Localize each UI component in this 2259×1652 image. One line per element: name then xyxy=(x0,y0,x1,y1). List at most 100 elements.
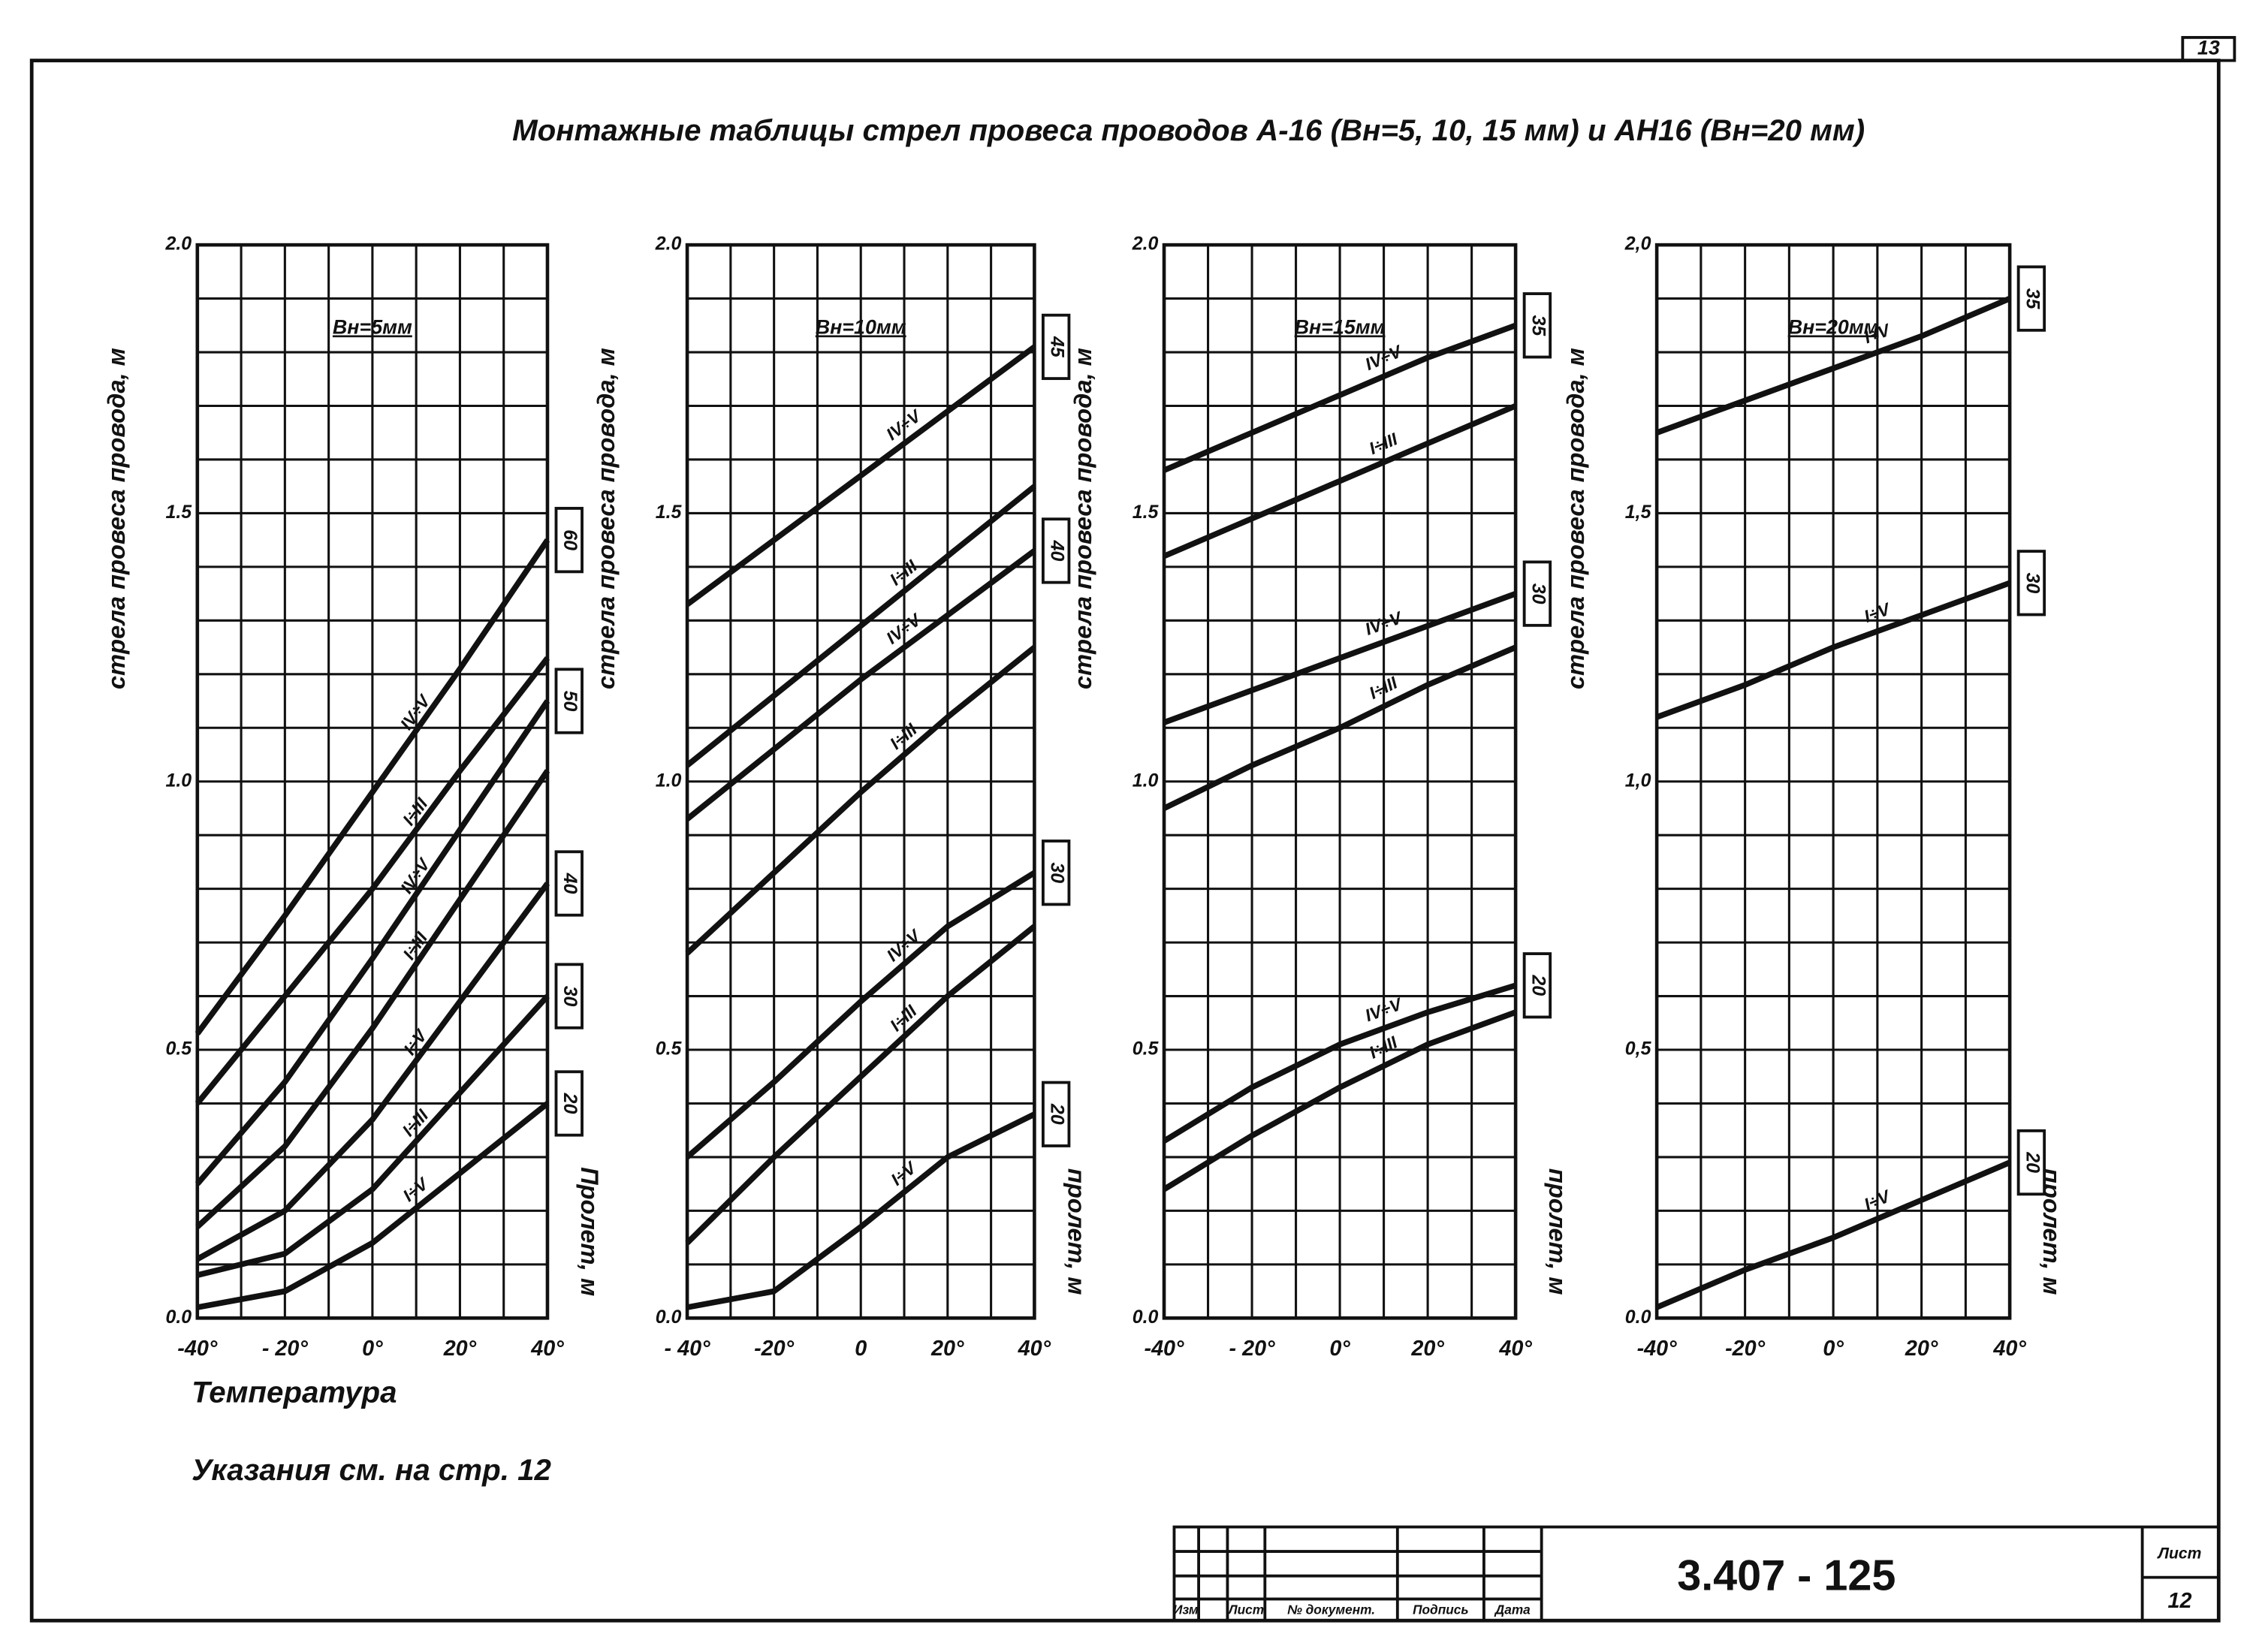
y-tick-label: 0,5 xyxy=(1625,1039,1652,1060)
chart-title: Вн=20мм xyxy=(1788,315,1879,338)
span-label: 20 xyxy=(559,1093,581,1114)
curve xyxy=(197,1101,550,1310)
y-axis-title: стрела провеса провода, м xyxy=(592,348,620,689)
span-box xyxy=(2016,550,2046,616)
x-tick-label: 0° xyxy=(362,1337,383,1361)
x-axis-title: Температура xyxy=(192,1376,397,1409)
span-label: 35 xyxy=(1528,315,1549,336)
y-axis-title: стрела провеса провода, м xyxy=(1561,348,1589,689)
plot-border xyxy=(1654,243,2012,1320)
span-box xyxy=(1041,1081,1071,1147)
x-tick-label: -20° xyxy=(1725,1337,1766,1361)
x-tick-label: 40° xyxy=(1992,1337,2026,1361)
y-tick-label: 2.0 xyxy=(655,234,682,255)
curve xyxy=(195,656,550,1105)
span-box xyxy=(554,850,584,917)
y-tick-label: 1,0 xyxy=(1625,770,1651,791)
y-tick-label: 0.5 xyxy=(1133,1039,1160,1060)
y-tick-label: 0.0 xyxy=(1133,1307,1159,1328)
stamp-column: Подпись xyxy=(1413,1602,1469,1617)
curve xyxy=(195,769,550,1229)
y-tick-label: 1.5 xyxy=(1133,502,1160,523)
span-label: 40 xyxy=(559,873,581,894)
curve xyxy=(685,484,1036,768)
span-axis-title: Пролет, м xyxy=(576,1167,604,1296)
curve xyxy=(195,699,550,1186)
chart-title: Вн=15мм xyxy=(1295,315,1386,338)
curve xyxy=(685,645,1036,956)
title-block-frame xyxy=(1172,1525,2221,1623)
curve xyxy=(1655,296,2011,436)
sheet-label: Лист xyxy=(2157,1545,2202,1563)
span-box xyxy=(1041,840,1071,906)
curve xyxy=(195,538,550,1036)
span-label: 60 xyxy=(559,529,581,550)
span-label: 40 xyxy=(1047,540,1068,562)
span-label: 30 xyxy=(1047,862,1068,883)
span-axis-title: пролет, м xyxy=(1063,1168,1090,1295)
curve xyxy=(196,993,550,1278)
curve xyxy=(686,1111,1036,1310)
y-tick-label: 1.0 xyxy=(1133,770,1159,791)
x-tick-label: 40° xyxy=(1498,1337,1532,1361)
y-tick-label: 1.0 xyxy=(656,770,682,791)
span-box xyxy=(554,1070,584,1137)
chart: 0.0 0.5 1.0 1.5 2.0 -40° - 20° 0° 20° 40° Вн=15мм с… xyxy=(1069,234,1572,1361)
curve xyxy=(1655,1159,2011,1310)
span-box xyxy=(1522,952,1552,1019)
stamp-column: Дата xyxy=(1494,1602,1531,1617)
y-tick-label: 0.0 xyxy=(165,1307,192,1328)
curve xyxy=(1163,1009,1517,1192)
y-tick-label: 1,5 xyxy=(1625,502,1652,523)
span-box xyxy=(1041,517,1071,584)
x-tick-label: 20° xyxy=(1410,1337,1444,1361)
note: Указания см. на стр. 12 xyxy=(192,1453,551,1487)
span-label: 30 xyxy=(559,986,581,1007)
curve xyxy=(685,924,1036,1245)
y-tick-label: 0.0 xyxy=(656,1307,682,1328)
y-tick-label: 1.0 xyxy=(165,770,192,791)
span-label: 30 xyxy=(2022,572,2043,593)
span-label: 45 xyxy=(1047,336,1068,358)
title-block xyxy=(1172,1525,2221,1623)
x-tick-label: 0° xyxy=(1823,1337,1844,1361)
span-box xyxy=(1041,313,1071,381)
chart: 0.0 0,5 1,0 1,5 2,0 -40° -20° 0° 20° 40° Вн=20мм ст… xyxy=(1561,234,2066,1361)
x-tick-label: 40° xyxy=(1018,1337,1051,1361)
span-box xyxy=(554,507,584,574)
x-tick-label: -20° xyxy=(754,1337,795,1361)
span-box xyxy=(1522,560,1552,627)
span-box xyxy=(1522,292,1552,359)
y-tick-label: 2,0 xyxy=(1624,234,1651,255)
y-axis-title: стрела провеса провода, м xyxy=(102,348,130,689)
span-label: 20 xyxy=(2022,1151,2043,1173)
chart: 0.0 0.5 1.0 1.5 2.0 -40° - 20° 0° 20° 40° Вн=5мм ст… xyxy=(102,234,604,1361)
span-box xyxy=(554,963,584,1029)
x-tick-label: 40° xyxy=(530,1337,564,1361)
curve xyxy=(1163,322,1517,473)
chart-title: Вн=5мм xyxy=(333,315,412,338)
x-tick-label: - 20° xyxy=(262,1337,309,1361)
x-tick-label: - 40° xyxy=(665,1337,711,1361)
plot-border xyxy=(1162,243,1518,1320)
y-tick-label: 0.0 xyxy=(1625,1307,1651,1328)
x-tick-label: -40° xyxy=(1637,1337,1678,1361)
sheet-title: Монтажные таблицы стрел провеса проводов… xyxy=(512,113,1865,147)
curve xyxy=(195,882,550,1262)
page-number-box xyxy=(2181,35,2236,62)
span-axis-title: пролет, м xyxy=(1544,1168,1572,1295)
curve xyxy=(685,344,1036,607)
span-label: 20 xyxy=(1047,1103,1068,1125)
plot-border xyxy=(195,243,550,1320)
y-tick-label: 2.0 xyxy=(1132,234,1159,255)
curve xyxy=(1163,591,1517,725)
x-tick-label: 20° xyxy=(1905,1337,1938,1361)
x-tick-label: -40° xyxy=(1144,1337,1184,1361)
plot-border xyxy=(685,243,1036,1320)
x-tick-label: - 20° xyxy=(1229,1337,1276,1361)
x-tick-label: 20° xyxy=(443,1337,477,1361)
y-tick-label: 1.5 xyxy=(165,502,192,523)
chart-title: Вн=10мм xyxy=(816,315,906,338)
